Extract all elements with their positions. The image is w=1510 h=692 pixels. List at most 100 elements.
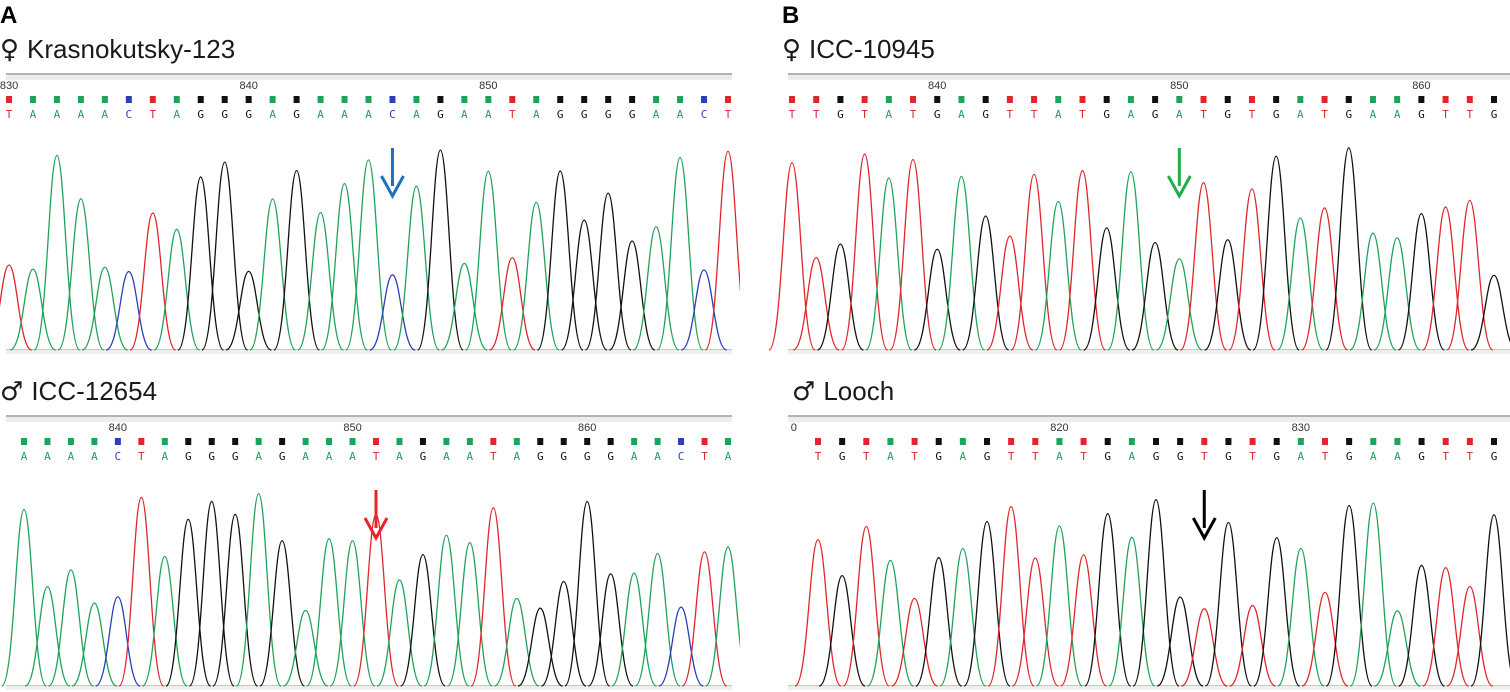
trace-peak: [587, 573, 634, 687]
base-letter: A: [1055, 108, 1062, 121]
trace-peak: [129, 212, 177, 351]
trace-peak: [632, 226, 680, 351]
trace-peak: [423, 534, 470, 687]
position-label: 0: [791, 422, 797, 434]
base-call-marker: [485, 96, 492, 103]
trace-peak: [446, 542, 493, 687]
trace-peak: [441, 262, 488, 351]
position-label: 850: [343, 422, 361, 434]
sample-name: ICC-10945: [809, 34, 935, 64]
position-label: 850: [479, 80, 497, 92]
position-label: 860: [578, 422, 596, 434]
base-letter: A: [1370, 450, 1377, 463]
position-label: 840: [109, 422, 127, 434]
base-call-marker: [1442, 438, 1449, 445]
base-letter: G: [420, 450, 427, 463]
trace-peak: [541, 580, 587, 687]
base-letter: A: [30, 108, 37, 121]
sample-name: Looch: [823, 376, 895, 406]
base-call-marker: [1079, 96, 1086, 103]
trace-peak: [818, 574, 866, 687]
base-call-marker: [185, 438, 192, 445]
base-letter: A: [78, 108, 85, 121]
base-letter: A: [958, 108, 965, 121]
base-call-marker: [509, 96, 516, 103]
trace-peak: [891, 597, 938, 687]
trace-peak: [345, 159, 392, 351]
base-letter: G: [293, 108, 300, 121]
trace-peak: [1398, 564, 1446, 687]
trace-peak: [1179, 182, 1228, 351]
base-call-marker: [1442, 96, 1449, 103]
base-call-marker: [887, 438, 894, 445]
base-call-marker: [302, 438, 309, 445]
base-call-marker: [1104, 438, 1111, 445]
arrow-down-icon: [380, 148, 405, 200]
base-call-marker: [1152, 96, 1159, 103]
base-call-marker: [1346, 438, 1353, 445]
base-call-marker: [1177, 438, 1184, 445]
trace-peak: [1422, 567, 1470, 687]
base-letter: A: [887, 450, 894, 463]
trace-peak: [705, 546, 740, 687]
base-call-marker: [1369, 96, 1376, 103]
base-call-marker: [67, 438, 74, 445]
trace-peak: [24, 586, 71, 687]
position-label: 850: [1170, 80, 1188, 92]
base-letter: G: [437, 108, 444, 121]
base-call-marker: [605, 96, 612, 103]
trace-peak: [1010, 173, 1058, 351]
trace-peak: [297, 211, 344, 351]
base-call-marker: [678, 438, 685, 445]
base-letter: C: [389, 108, 396, 121]
base-letter: A: [485, 108, 492, 121]
position-label: 820: [1050, 422, 1068, 434]
sample-title: ♀ ICC-10945: [782, 34, 935, 65]
base-call-marker: [279, 438, 286, 445]
trace-peak: [512, 201, 560, 351]
base-call-marker: [557, 96, 564, 103]
trace-peak: [1155, 258, 1203, 351]
trace-peak: [118, 496, 165, 687]
base-call-marker: [21, 438, 27, 445]
base-call-marker: [789, 96, 795, 103]
base-call-marker: [114, 438, 121, 445]
base-letter: A: [44, 450, 51, 463]
baseline-band: [788, 350, 1510, 354]
base-letter: T: [911, 450, 918, 463]
chromatogram: 840 850 860 T T G T A T G A G T T A T G A G A T G T G A T G A A G T T G: [768, 73, 1510, 354]
base-letter: G: [1418, 108, 1425, 121]
trace-peak: [188, 500, 235, 687]
base-call-marker: [1297, 96, 1304, 103]
base-call-marker: [984, 438, 990, 445]
base-letter: C: [701, 108, 708, 121]
base-call-marker: [1153, 438, 1159, 445]
base-letter: G: [934, 108, 941, 121]
trace-peak: [400, 553, 446, 687]
base-letter: A: [317, 108, 324, 121]
trace-peak: [1374, 610, 1421, 687]
base-letter: A: [677, 108, 684, 121]
trace-peak: [536, 170, 584, 351]
base-letter: T: [1249, 450, 1256, 463]
trace-peak: [494, 597, 540, 687]
base-letter: T: [789, 108, 796, 121]
trace-peak: [1446, 199, 1494, 351]
base-call-marker: [1273, 438, 1280, 445]
trace-peak: [1300, 207, 1349, 351]
trace-peak: [376, 579, 423, 687]
base-call-marker: [863, 438, 870, 445]
base-call-marker: [725, 96, 731, 103]
base-call-marker: [837, 96, 844, 103]
base-letter: T: [815, 450, 822, 463]
ruler-band: [788, 75, 1510, 80]
base-letter: T: [1442, 450, 1449, 463]
base-letter: G: [1152, 108, 1159, 121]
base-letter: G: [607, 450, 614, 463]
baseline-band: [6, 686, 732, 690]
base-call-marker: [443, 438, 450, 445]
base-call-marker: [1321, 96, 1328, 103]
trace-peak: [1373, 237, 1421, 351]
base-call-marker: [1322, 438, 1328, 445]
sample-title: ♂ Looch: [792, 376, 894, 407]
